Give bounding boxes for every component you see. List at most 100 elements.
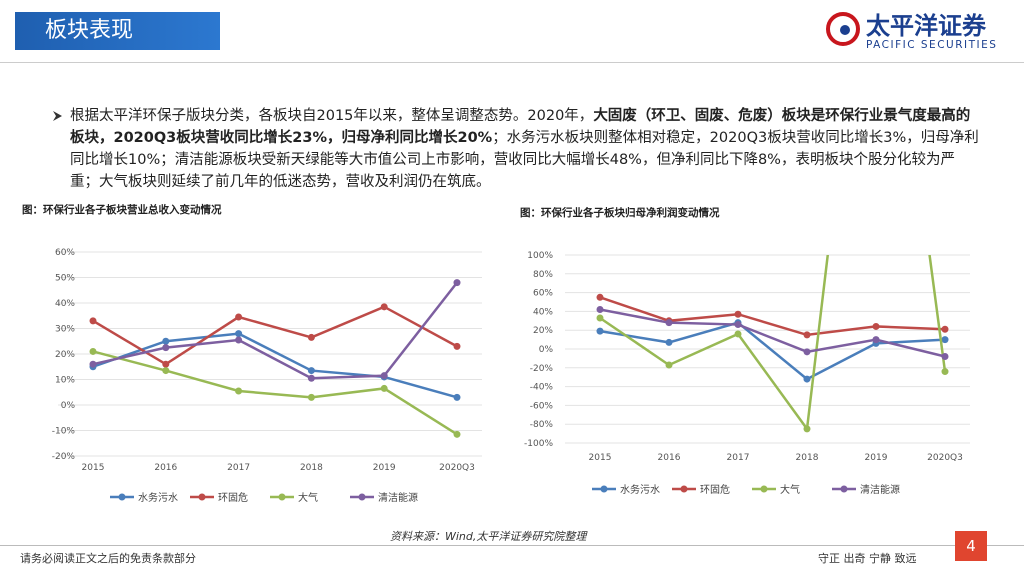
paragraph-run: 根据太平洋环保子版块分类，各板块自2015年以来，整体呈调整态势。2020年， [70,108,594,124]
point [596,314,604,322]
legend-label: 环固危 [700,484,730,496]
logo-icon [826,12,860,46]
series-line [92,281,458,380]
legend-marker [840,485,848,493]
y-tick-label: 0% [61,401,76,411]
y-tick-label: -40% [530,383,554,393]
series-line [599,321,946,381]
point [89,347,97,355]
point [941,336,949,344]
point [307,333,315,341]
point [162,367,170,375]
series-line [599,296,946,337]
point [89,360,97,368]
point [734,321,742,329]
legend-label: 大气 [780,483,800,496]
legend-marker [760,485,768,493]
point [453,279,461,287]
plot [89,279,461,438]
legend-label: 大气 [298,491,318,504]
legend-marker [600,485,608,493]
point [380,384,388,392]
x-tick-label: 2015 [589,453,612,463]
point [803,425,811,433]
y-tick-label: 20% [533,326,553,336]
header-rule [0,62,1024,63]
point [380,303,388,311]
bullet [53,111,62,121]
series-line [599,308,946,358]
point [872,322,880,330]
paragraph: 根据太平洋环保子版块分类，各板块自2015年以来，整体呈调整态势。2020年，大… [70,105,980,193]
point [734,330,742,338]
point [162,344,170,352]
legend-label: 环固危 [218,492,248,504]
point [803,375,811,383]
point [453,430,461,438]
point [872,336,880,344]
y-tick-label: -20% [530,364,554,374]
point [596,306,604,314]
point [235,387,243,395]
series-line [92,350,458,436]
point [803,331,811,339]
point [89,317,97,325]
point [665,319,673,327]
point [235,313,243,321]
point [235,330,243,338]
page-number: 4 [955,531,987,561]
x-tick-label: 2017 [727,453,750,463]
point [307,393,315,401]
point [307,367,315,375]
point [453,393,461,401]
legend-marker [278,493,286,501]
header-box [15,12,220,50]
x-tick-label: 2020Q3 [927,453,963,463]
point [596,293,604,301]
plot [596,255,949,433]
paragraph-run: 大固废（环卫、固废、危废）板块是环保行业景气度最高的板块，2020Q3板块营收同… [70,108,971,146]
legend-marker [118,493,126,501]
point [941,368,949,376]
y-tick-label: -10% [52,427,76,437]
series-line [92,305,458,366]
footer-disclaimer: 请务必阅读正文之后的免责条款部分 [20,552,196,565]
legend-marker [680,485,688,493]
point [941,353,949,361]
legend-label: 清洁能源 [378,491,418,504]
y-tick-label: 60% [55,248,75,258]
point [665,338,673,346]
y-tick-label: 60% [533,289,553,299]
point [235,336,243,344]
x-tick-label: 2019 [865,453,888,463]
footer-rule [0,545,1024,546]
series-line [599,255,947,433]
y-tick-label: 40% [55,299,75,309]
y-tick-label: -60% [530,401,554,411]
y-tick-label: 100% [527,251,553,261]
point [665,361,673,369]
chart-title: 图：环保行业各子板块营业总收入变动情况 [22,203,222,216]
point [941,325,949,333]
y-tick-label: 30% [55,325,75,335]
legend-marker [358,493,366,501]
x-tick-label: 2015 [82,463,105,473]
x-tick-label: 2020Q3 [439,463,475,473]
y-tick-label: -100% [524,439,553,449]
legend-label: 水务污水 [138,491,178,504]
header-title: 板块表现 [45,18,134,43]
logo-en: PACIFIC SECURITIES [866,39,998,51]
y-tick-label: -20% [52,452,76,462]
point [162,360,170,368]
chart-title: 图：环保行业各子板块归母净利润变动情况 [520,206,720,219]
y-tick-label: 0% [539,345,554,355]
x-tick-label: 2018 [796,453,819,463]
point [734,310,742,318]
paragraph-run: ；水务污水板块则整体相对稳定，2020Q3板块营收同比增长3%，归母净利同比增长… [70,130,979,190]
y-tick-label: -80% [530,420,554,430]
legend-marker [198,493,206,501]
legend-label: 清洁能源 [860,483,900,496]
x-tick-label: 2018 [300,463,323,473]
